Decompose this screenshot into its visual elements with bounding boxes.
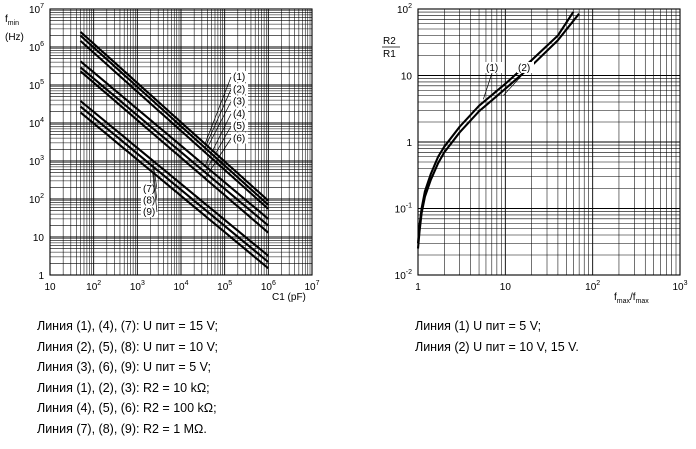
left-xlabel: C1 (pF) bbox=[272, 292, 306, 303]
x-tick-label: 10 bbox=[500, 282, 512, 293]
series-line-3 bbox=[79, 40, 270, 210]
legend-leader-line bbox=[204, 138, 232, 179]
plot-frame bbox=[49, 8, 313, 276]
right-chart-series bbox=[416, 11, 580, 249]
x-tick-label: 1 bbox=[415, 282, 421, 293]
legend-leader-line bbox=[204, 126, 232, 173]
y-tick-label: 105 bbox=[29, 79, 44, 92]
caption-line: Линия (1), (2), (3): R2 = 10 kΩ; bbox=[37, 380, 210, 395]
legend-label-bg bbox=[141, 183, 158, 194]
legend-label: (2) bbox=[518, 63, 530, 74]
y-tick-label: 107 bbox=[29, 3, 44, 16]
plot-frame bbox=[417, 8, 681, 276]
y-tick-label: 1 bbox=[406, 138, 412, 149]
y-tick-label: 104 bbox=[29, 117, 44, 130]
caption-line: Линия (2) U пит = 10 V, 15 V. bbox=[415, 339, 579, 354]
y-tick-label: 1 bbox=[38, 271, 44, 282]
x-tick-label: 106 bbox=[261, 280, 276, 293]
right-xlabel: fmax/fmax bbox=[614, 292, 649, 305]
series-line-1 bbox=[79, 31, 270, 202]
legend-leader-line bbox=[204, 113, 232, 166]
legend-label-bg bbox=[231, 132, 248, 144]
legend-label-bg bbox=[141, 206, 158, 217]
legend-label-bg bbox=[231, 95, 248, 107]
legend-label: (4) bbox=[233, 109, 245, 120]
x-tick-label: 102 bbox=[86, 280, 101, 293]
caption-line: Линия (4), (5), (6): R2 = 100 kΩ; bbox=[37, 401, 217, 415]
left-chart-legend: (1)(2) (3)(4)(5) (6) (7)(8)(9) bbox=[141, 71, 248, 218]
captions-left: Линия (1), (4), (7): U пит = 15 V; Линия… bbox=[37, 316, 218, 439]
x-tick-label: 104 bbox=[173, 280, 188, 293]
legend-leader-line bbox=[152, 172, 158, 213]
right-ylabel-numerator: R2 bbox=[383, 36, 396, 47]
series-line-6 bbox=[79, 70, 269, 234]
right-chart-grid bbox=[417, 8, 681, 276]
legend-leader-line bbox=[152, 160, 158, 190]
x-tick-label: 102 bbox=[585, 280, 600, 293]
x-tick-label: 107 bbox=[304, 280, 319, 293]
x-tick-label: 103 bbox=[130, 280, 145, 293]
series-line-2 bbox=[416, 13, 580, 249]
legend-label: (1) bbox=[486, 63, 498, 74]
legend-label-bg bbox=[231, 71, 248, 82]
series-line-5 bbox=[79, 66, 269, 227]
legend-label-bg bbox=[231, 107, 248, 119]
legend-label: (1) bbox=[233, 72, 245, 83]
legend-label-bg bbox=[231, 83, 248, 95]
legend-label: (9) bbox=[143, 207, 155, 218]
legend-label-bg bbox=[231, 120, 248, 132]
legend-leader-line bbox=[204, 89, 232, 148]
right-ylabel-denominator: R1 bbox=[383, 49, 396, 60]
right-chart-tick-labels: 1 10 102 103 10-2 10-1 1 10 102 bbox=[395, 3, 688, 293]
captions-right: Линия (1) U пит = 5 V; Линия (2) U пит =… bbox=[415, 316, 579, 357]
legend-label: (8) bbox=[143, 196, 155, 207]
legend-label-bg bbox=[485, 62, 502, 73]
legend-label-bg bbox=[517, 62, 534, 73]
caption-line: Линия (7), (8), (9): R2 = 1 MΩ. bbox=[37, 421, 207, 436]
y-tick-label: 103 bbox=[29, 155, 44, 168]
caption-line: Линия (1), (4), (7): U пит = 15 V; bbox=[37, 319, 218, 333]
series-line-8 bbox=[79, 105, 269, 263]
left-ylabel-unit: (Hz) bbox=[5, 32, 24, 43]
legend-leader-line bbox=[204, 101, 232, 153]
y-tick-label: 102 bbox=[29, 193, 44, 206]
legend-label: (5) bbox=[233, 121, 245, 132]
legend-leader-line bbox=[483, 72, 493, 100]
y-tick-label: 10-2 bbox=[395, 269, 412, 282]
legend-label: (3) bbox=[233, 97, 245, 108]
series-line-2 bbox=[79, 34, 270, 206]
y-tick-label: 106 bbox=[29, 41, 44, 54]
left-ylabel: fmin bbox=[5, 14, 19, 27]
legend-leader-line bbox=[204, 76, 232, 144]
caption-line: Линия (1) U пит = 5 V; bbox=[415, 319, 542, 333]
legend-label: (6) bbox=[233, 134, 245, 145]
series-line-7 bbox=[79, 100, 269, 257]
caption-line: Линия (2), (5), (8): U пит = 10 V; bbox=[37, 339, 218, 354]
left-chart-tick-labels: 10 102 103 104 105 106 10711010210310410510610… bbox=[29, 3, 320, 293]
x-tick-label: 10 bbox=[44, 282, 56, 293]
y-tick-label: 102 bbox=[397, 3, 412, 16]
caption-line: Линия (3), (6), (9): U пит = 5 V; bbox=[37, 360, 211, 374]
x-tick-label: 105 bbox=[217, 280, 232, 293]
series-line-4 bbox=[79, 60, 269, 220]
right-chart-legend: (1) (2) bbox=[483, 62, 534, 100]
legend-leader-line bbox=[152, 166, 158, 201]
x-tick-label: 103 bbox=[672, 280, 687, 293]
legend-label: (2) bbox=[233, 84, 245, 95]
y-tick-label: 10-1 bbox=[395, 203, 412, 216]
y-tick-label: 10 bbox=[33, 233, 45, 244]
legend-label: (7) bbox=[143, 184, 155, 195]
series-line-9 bbox=[79, 111, 269, 270]
y-tick-label: 10 bbox=[401, 72, 413, 83]
legend-leader-line bbox=[503, 72, 525, 96]
left-chart-series bbox=[79, 31, 270, 270]
legend-label-bg bbox=[141, 194, 158, 206]
